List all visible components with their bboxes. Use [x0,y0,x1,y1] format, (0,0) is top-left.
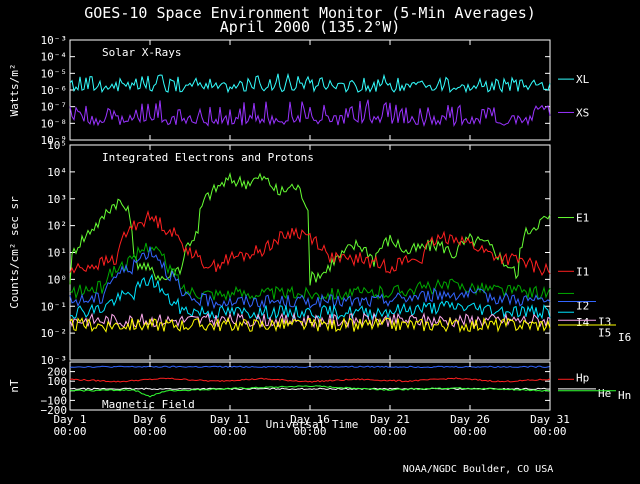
legend-label-hn: Hn [618,389,631,402]
y-tick-label: 100 [47,375,67,388]
series-line-xs [69,99,551,128]
y-tick-label: 10⁻⁴ [41,51,68,64]
y-tick-label: −200 [41,404,68,417]
y-tick-label: 10¹ [47,247,67,260]
x-axis-label: Universal Time [266,418,359,431]
series-line-hn [69,385,551,398]
y-tick-label: 10⁻³ [41,354,68,367]
y-tick-label: 10⁻² [41,327,68,340]
series-line-i1 [69,209,551,276]
panel-title: Solar X-Rays [102,46,181,59]
y-tick-label: 10⁻⁵ [41,67,68,80]
x-tick-label: 00:00 [133,425,166,438]
chart-title: GOES-10 Space Environment Monitor (5-Min… [84,4,536,22]
series-line-i6 [69,316,551,334]
y-tick-label: 10³ [47,193,67,206]
legend-label-hp: Hp [576,371,589,384]
series-line-i4 [69,273,551,321]
x-tick-label: Day 11 [210,413,250,426]
y-axis-label: nT [8,379,21,393]
x-tick-label: 00:00 [53,425,86,438]
legend-label-i4: I4 [576,316,590,329]
y-tick-label: 10² [47,220,67,233]
legend-label-he: He [598,387,611,400]
y-tick-label: 10⁴ [47,166,67,179]
x-tick-label: 00:00 [293,425,326,438]
y-tick-label: −100 [41,394,68,407]
y-tick-label: 10⁻¹ [41,300,68,313]
legend-label-xs: XS [576,106,589,119]
x-tick-label: Day 6 [133,413,166,426]
y-axis-label: Watts/m² [8,64,21,117]
x-tick-label: Day 26 [450,413,490,426]
series-line-hp [69,377,551,383]
panel-1: 10⁻³ 10⁻⁴ 10⁻⁵ 10⁻⁶ 10⁻⁷ 10⁻⁸ 10⁻⁹ Watts/m² Sola… [8,34,590,147]
y-tick-label: 10⁻⁶ [41,84,68,97]
series-line-i3 [69,246,551,310]
legend-label-xl: XL [576,73,590,86]
y-tick-label: 10⁰ [47,273,67,286]
x-tick-label: 00:00 [453,425,486,438]
series-line-i5 [69,311,551,329]
x-tick-label: Day 31 [530,413,570,426]
x-tick-label: 00:00 [373,425,406,438]
y-axis-label: Counts/cm² sec sr [8,196,21,309]
legend-label-i2: I2 [576,299,589,312]
y-tick-label: 10⁻⁷ [41,101,68,114]
x-tick-label: Day 1 [53,413,86,426]
legend-label-e1: E1 [576,212,589,225]
legend-label-i1: I1 [576,265,589,278]
y-tick-label: 10⁵ [47,139,67,152]
y-tick-label: 10⁻⁹ [41,134,68,147]
x-tick-label: 00:00 [213,425,246,438]
y-tick-label: 10⁻³ [41,34,68,47]
y-tick-label: 10⁻⁸ [41,117,68,130]
x-tick-label: Day 21 [370,413,410,426]
x-tick-label: Day 16 [290,413,330,426]
y-tick-label: 200 [47,366,67,379]
chart-subtitle: April 2000 (135.2°W) [220,18,401,36]
legend-label-i6: I6 [618,331,631,344]
legend-label-i5: I5 [598,326,611,339]
x-tick-label: 00:00 [533,425,566,438]
panel-2: 10⁵ 10⁴ 10³ 10² 10¹ 10⁰ 10⁻¹ 10⁻² 10⁻³ Counts/cm²… [8,139,631,367]
series-line-e1 [69,172,551,286]
panel-title: Integrated Electrons and Protons [102,151,314,164]
panel-title: Magnetic Field [102,398,195,411]
series-line-xl [69,72,551,94]
credit-text: NOAA/NGDC Boulder, CO USA [403,464,554,475]
y-tick-label: 0 [60,385,67,398]
